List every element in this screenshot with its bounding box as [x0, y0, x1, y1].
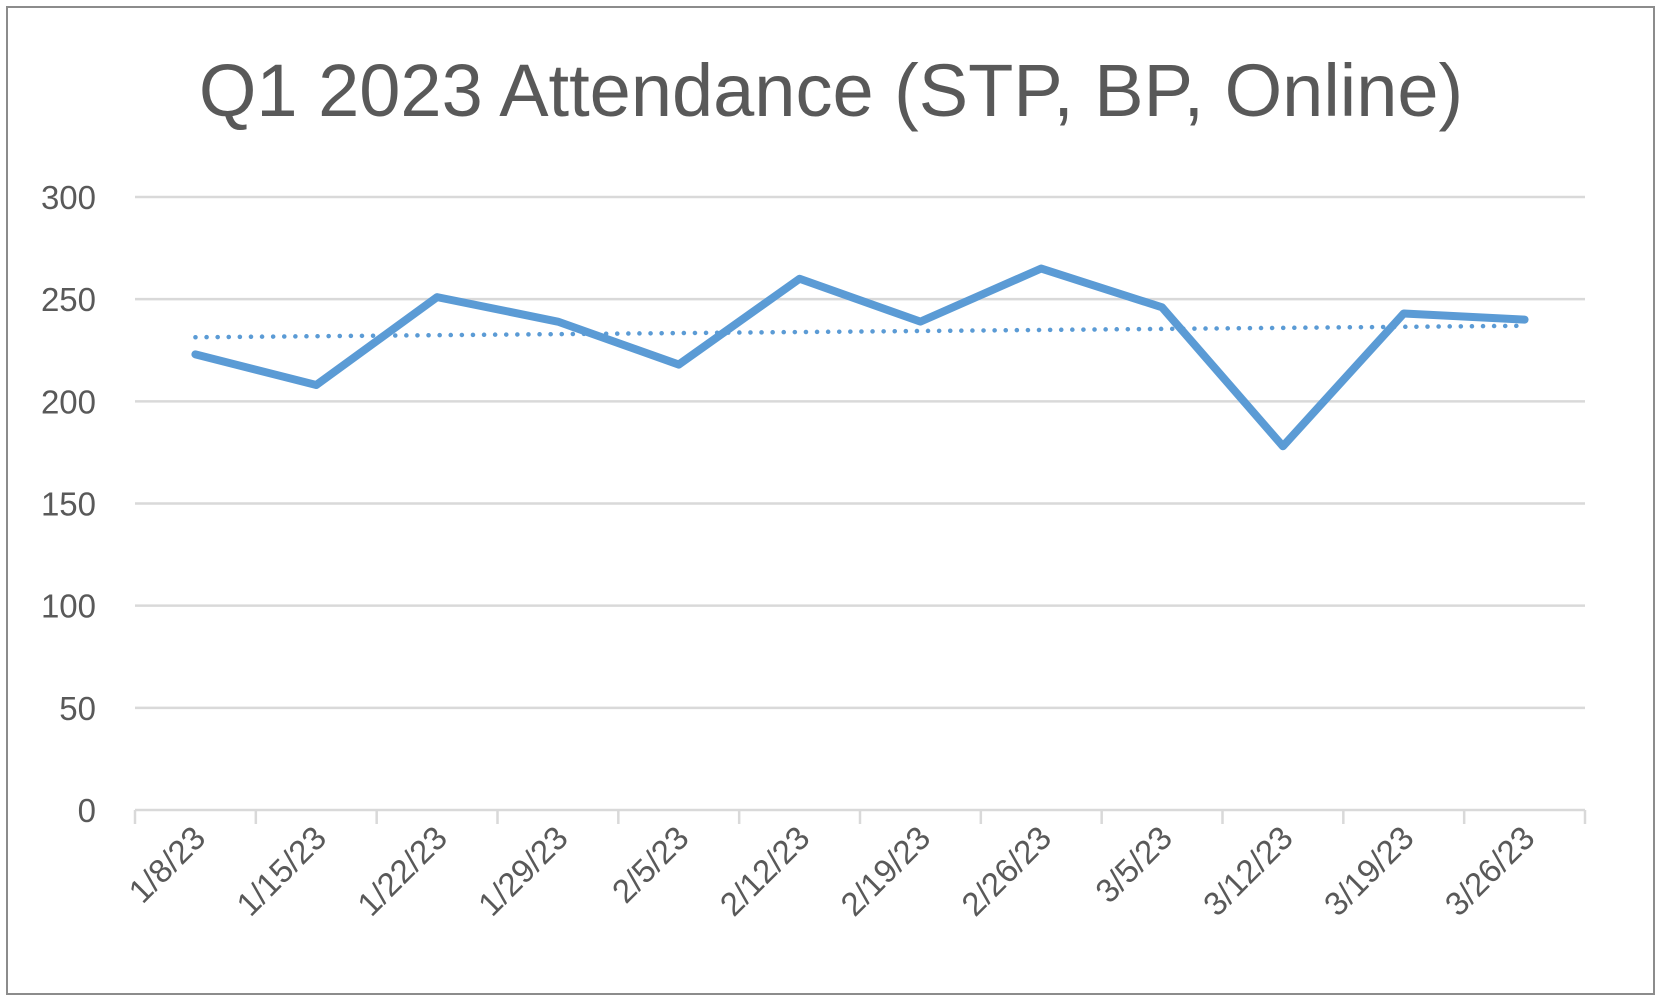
- trendline: [193, 323, 1527, 340]
- x-axis: 1/8/23 1/15/23 1/22/23 1/29/23 2/5/23 2/12/23…: [121, 808, 1587, 923]
- series-line: [191, 264, 1529, 451]
- y-tick-label: 150: [41, 486, 96, 523]
- x-tick-label: 3/26/23: [1438, 819, 1542, 923]
- y-tick-label: 100: [41, 588, 96, 625]
- y-tick-label: 50: [59, 690, 96, 727]
- y-tick-label: 0: [78, 792, 96, 829]
- y-tick-label: 250: [41, 281, 96, 318]
- x-tick-label: 2/19/23: [833, 819, 937, 923]
- chart-frame: [6, 6, 1655, 995]
- x-tick-label: 1/22/23: [350, 819, 454, 923]
- x-tick-label: 1/29/23: [471, 819, 575, 923]
- x-tick-label: 2/26/23: [954, 819, 1058, 923]
- x-tick-label: 1/8/23: [121, 819, 212, 910]
- y-axis: 0 50 100 150 200 250 300: [41, 179, 96, 829]
- gridlines: [135, 195, 1585, 710]
- y-tick-label: 300: [41, 179, 96, 216]
- x-tick-label: 2/5/23: [605, 819, 696, 910]
- x-tick-label: 2/12/23: [713, 819, 817, 923]
- x-tick-label: 1/15/23: [229, 819, 333, 923]
- y-tick-label: 200: [41, 383, 96, 420]
- series-layer: [191, 264, 1529, 451]
- x-tick-label: 3/19/23: [1317, 819, 1421, 923]
- x-tick-label: 3/12/23: [1196, 819, 1300, 923]
- x-tick-label: 3/5/23: [1088, 819, 1179, 910]
- chart-title: Q1 2023 Attendance (STP, BP, Online): [199, 49, 1463, 132]
